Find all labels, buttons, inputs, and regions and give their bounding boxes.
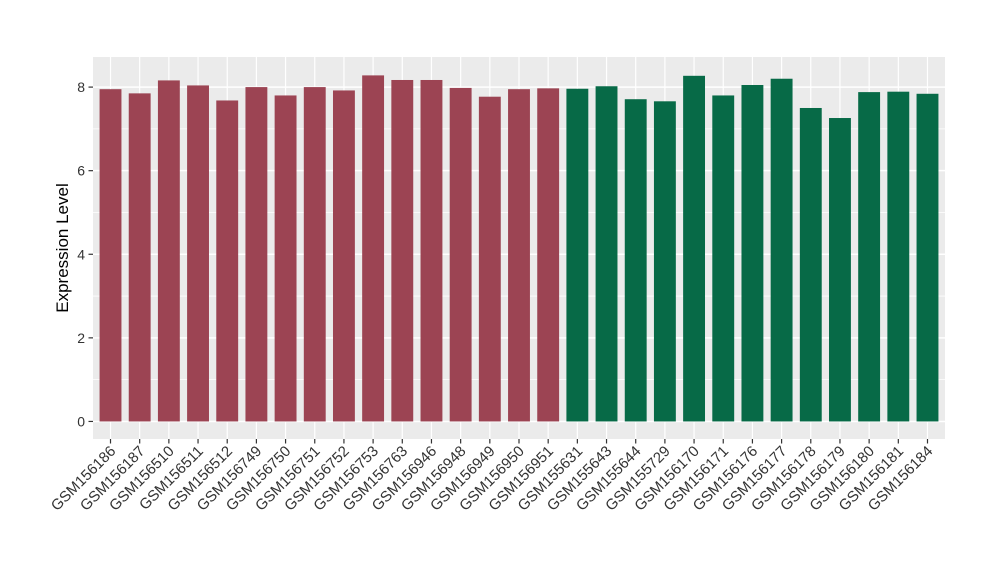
bar-GSM156948 <box>449 87 472 422</box>
bar-GSM156511 <box>187 85 209 422</box>
bar-GSM156749 <box>245 87 268 422</box>
bar-GSM156184 <box>916 93 939 422</box>
bar-GSM155643 <box>595 86 618 422</box>
bar-GSM156510 <box>157 80 180 422</box>
bar-GSM156949 <box>478 96 501 422</box>
bar-GSM156177 <box>770 78 793 422</box>
bar-GSM156171 <box>712 95 735 422</box>
bar-GSM156180 <box>858 92 881 422</box>
bar-GSM156753 <box>362 75 385 422</box>
bar-GSM156752 <box>332 90 355 422</box>
bar-GSM156751 <box>303 87 326 422</box>
bar-GSM155644 <box>624 99 647 422</box>
bar-GSM156951 <box>537 88 560 422</box>
bar-GSM156750 <box>274 95 297 422</box>
y-tick-label: 2 <box>77 330 85 346</box>
bar-GSM156170 <box>683 75 706 422</box>
bar-GSM156512 <box>216 100 239 422</box>
y-axis-title: Expression Level <box>53 183 72 312</box>
axes: GSM156186GSM156187GSM156510GSM156511GSM1… <box>48 79 937 514</box>
y-tick-label: 6 <box>77 163 85 179</box>
bar-GSM156950 <box>508 89 530 422</box>
bars <box>99 75 939 422</box>
bar-GSM156187 <box>128 93 151 422</box>
bar-GSM156176 <box>741 85 764 422</box>
bar-GSM155631 <box>566 88 589 422</box>
y-tick-label: 0 <box>77 413 85 429</box>
bar-GSM156181 <box>887 91 910 422</box>
bar-GSM156763 <box>391 79 414 422</box>
bar-GSM155729 <box>653 101 676 422</box>
y-tick-label: 4 <box>77 246 85 262</box>
bar-GSM156946 <box>420 79 443 422</box>
bar-GSM156179 <box>829 118 851 422</box>
y-tick-label: 8 <box>77 79 85 95</box>
bar-GSM156178 <box>799 107 822 422</box>
bar-GSM156186 <box>99 89 122 422</box>
